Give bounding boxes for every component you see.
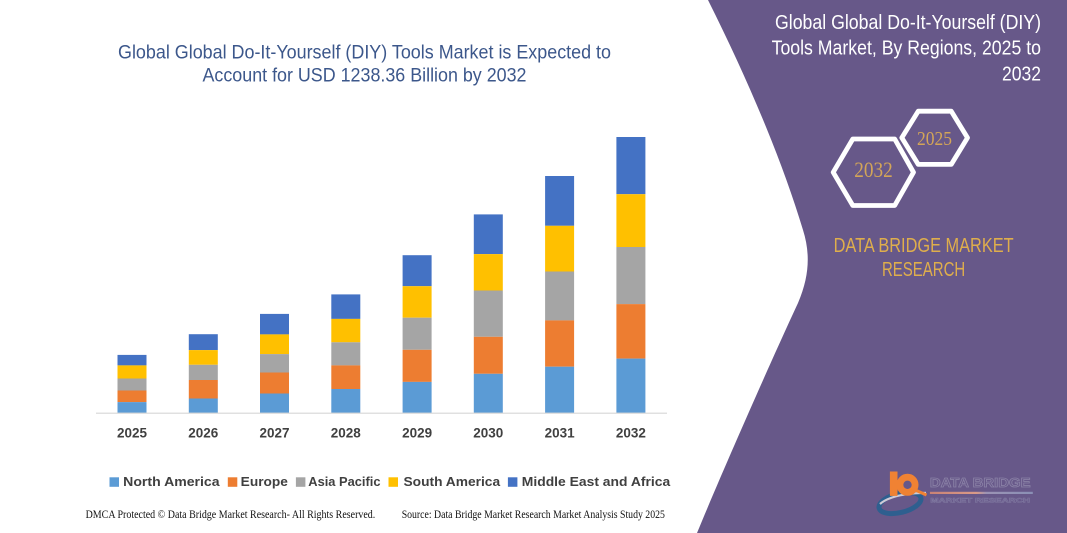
svg-text:Middle East and Africa: Middle East and Africa [522, 474, 671, 489]
svg-text:Tools Market, By Regions, 2025: Tools Market, By Regions, 2025 to [772, 38, 1041, 60]
svg-text:2032: 2032 [616, 425, 646, 441]
svg-text:2027: 2027 [260, 425, 290, 441]
svg-text:2025: 2025 [117, 425, 147, 441]
svg-text:2032: 2032 [854, 157, 893, 182]
svg-text:MARKET RESEARCH: MARKET RESEARCH [930, 497, 1030, 504]
svg-text:North America: North America [123, 474, 220, 489]
svg-text:2031: 2031 [545, 425, 575, 441]
svg-text:Source: Data Bridge Market Res: Source: Data Bridge Market Research Mark… [402, 509, 665, 521]
svg-text:South America: South America [404, 474, 501, 489]
svg-text:2026: 2026 [188, 425, 218, 441]
svg-text:DATA BRIDGE: DATA BRIDGE [930, 475, 1031, 490]
svg-text:Global Global Do-It-Yourself (: Global Global Do-It-Yourself (DIY) [775, 12, 1041, 34]
svg-text:RESEARCH: RESEARCH [882, 259, 965, 281]
svg-text:2030: 2030 [473, 425, 503, 441]
svg-text:Asia Pacific: Asia Pacific [308, 474, 380, 489]
svg-text:Global Global Do-It-Yourself (: Global Global Do-It-Yourself (DIY) Tools… [118, 41, 611, 63]
svg-text:2028: 2028 [331, 425, 361, 441]
svg-text:Account for USD 1238.36 Billio: Account for USD 1238.36 Billion by 2032 [203, 65, 527, 87]
svg-text:2025: 2025 [917, 128, 952, 150]
svg-text:DMCA Protected © Data Bridge M: DMCA Protected © Data Bridge Market Rese… [86, 509, 376, 521]
svg-text:2029: 2029 [402, 425, 432, 441]
svg-text:Europe: Europe [241, 474, 288, 489]
svg-text:2032: 2032 [1002, 63, 1041, 85]
svg-text:DATA BRIDGE MARKET: DATA BRIDGE MARKET [834, 235, 1014, 257]
